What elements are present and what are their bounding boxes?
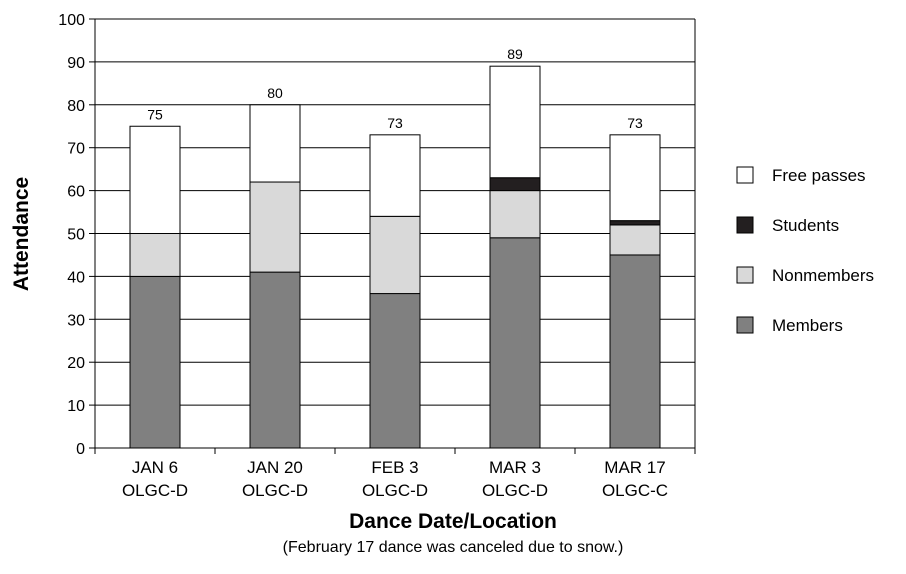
bar-total-label: 89 — [507, 46, 523, 62]
y-tick-label: 10 — [67, 398, 85, 415]
bar-segment-members — [609, 254, 661, 449]
legend-swatch — [736, 266, 754, 284]
bar-total-label: 80 — [267, 85, 283, 101]
y-tick-label: 100 — [58, 12, 85, 29]
bar-total-label: 73 — [387, 115, 403, 131]
x-tick-label: OLGC-D — [122, 481, 188, 500]
y-tick-label: 60 — [67, 184, 85, 201]
legend-swatch — [736, 316, 754, 334]
y-axis-title: Attendance — [10, 177, 33, 291]
bar-segment-free-passes — [369, 134, 421, 217]
x-axis-title: Dance Date/Location — [349, 510, 557, 533]
axes: 0 10 20 30 40 50 60 70 80 90 100 JAN 6 OLGC-D JAN 20 O… — [58, 12, 696, 500]
bar-segment-nonmembers — [249, 181, 301, 273]
bar-segment-free-passes — [609, 134, 661, 222]
bar-segment-members — [129, 275, 181, 449]
legend-label: Students — [772, 216, 839, 235]
x-tick-label: OLGC-D — [242, 481, 308, 500]
bar-total-label: 75 — [147, 106, 163, 122]
bars: 75 80 73 89 73 — [129, 46, 661, 449]
bar-segment-free-passes — [249, 104, 301, 183]
legend-label: Nonmembers — [772, 266, 874, 285]
bar-segment-free-passes — [489, 65, 541, 179]
legend-label: Members — [772, 316, 843, 335]
x-tick-label: MAR 3 — [489, 458, 541, 477]
legend-swatch — [736, 216, 754, 234]
bar-segment-members — [489, 237, 541, 449]
bar-segment-students — [609, 220, 661, 226]
legend-label: Free passes — [772, 166, 866, 185]
bar-segment-members — [369, 293, 421, 449]
x-tick-label: JAN 20 — [247, 458, 303, 477]
bar-segment-members — [249, 271, 301, 449]
y-tick-label: 90 — [67, 55, 85, 72]
chart-note: (February 17 dance was canceled due to s… — [283, 539, 624, 556]
x-tick-label: OLGC-D — [482, 481, 548, 500]
x-tick-label: OLGC-D — [362, 481, 428, 500]
bar-segment-students — [489, 177, 541, 192]
bar-total-label: 73 — [627, 115, 643, 131]
y-tick-label: 40 — [67, 269, 85, 286]
bar-segment-nonmembers — [609, 224, 661, 256]
bar-segment-nonmembers — [129, 233, 181, 277]
y-tick-label: 20 — [67, 355, 85, 372]
y-tick-label: 50 — [67, 227, 85, 244]
y-tick-label: 0 — [76, 441, 85, 458]
bar-segment-nonmembers — [369, 215, 421, 295]
x-tick-label: FEB 3 — [371, 458, 418, 477]
legend-swatch — [736, 166, 754, 184]
bar-segment-free-passes — [129, 125, 181, 234]
x-tick-label: MAR 17 — [604, 458, 665, 477]
y-tick-label: 80 — [67, 98, 85, 115]
bar-segment-nonmembers — [489, 190, 541, 239]
x-tick-label: OLGC-C — [602, 481, 668, 500]
x-tick-label: JAN 6 — [132, 458, 178, 477]
y-tick-label: 70 — [67, 141, 85, 158]
legend: Free passes Students Nonmembers Members — [736, 166, 874, 335]
y-tick-label: 30 — [67, 312, 85, 329]
